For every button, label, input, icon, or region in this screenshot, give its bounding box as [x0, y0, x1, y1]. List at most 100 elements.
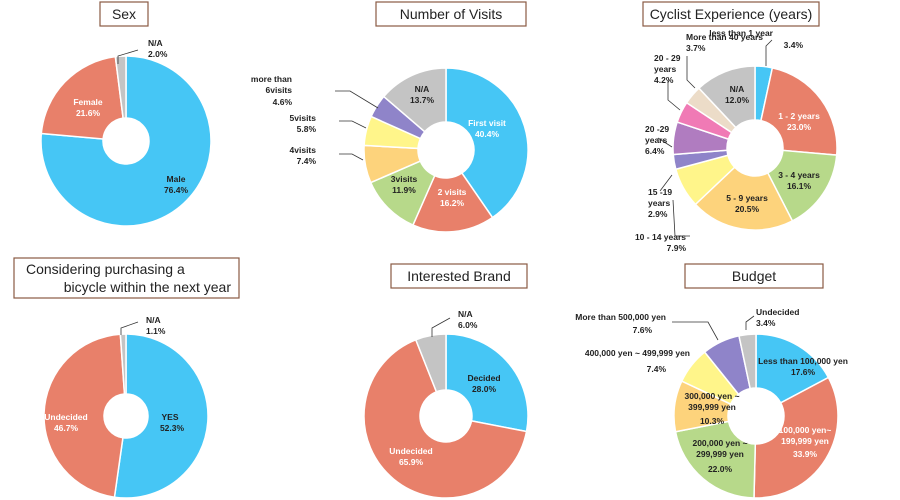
- slice-label: Less than 100,000 yen: [758, 356, 848, 366]
- slice-label: 20 - 29 years: [654, 53, 681, 74]
- slice-label: 100,000 yen~ 199,999 yen: [779, 425, 832, 446]
- slice-value: 16.1%: [787, 181, 812, 191]
- pie-slice: [382, 67, 447, 133]
- slice-value: 28.0%: [472, 384, 497, 394]
- slice-label: More than 500,000 yen: [575, 312, 666, 322]
- leader-line: [117, 49, 139, 64]
- pie-slice: [753, 376, 839, 499]
- slice-label: 1 - 2 years: [778, 111, 820, 121]
- slice-value: 7.4%: [297, 156, 317, 166]
- slice-label: Undecided: [389, 446, 432, 456]
- slice-label: less than 1 year: [709, 28, 773, 38]
- chart-title-box: [375, 1, 527, 27]
- slice-label: 3visits: [391, 174, 418, 184]
- chart-title-box: [390, 263, 528, 289]
- slice-label: 300,000 yen ~399,999 yen: [684, 391, 739, 412]
- chart-title: Number of Visits: [400, 6, 502, 22]
- chart-title-box: [684, 263, 824, 289]
- leader-line: [765, 39, 773, 66]
- slice-label: N/A: [146, 315, 161, 325]
- chart-title-box: [13, 257, 240, 299]
- slice-label: Undecided: [44, 412, 87, 422]
- slice-label: Male: [167, 174, 186, 184]
- leader-line: [672, 321, 719, 341]
- chart-title: Sex: [112, 6, 136, 22]
- pie-chart-3: Cyclist Experience (years) less than 1 ye…: [635, 1, 838, 253]
- chart-title: Budget: [732, 268, 776, 284]
- slice-label: N/A: [415, 84, 430, 94]
- slice-value: 46.7%: [54, 423, 79, 433]
- slice-value: 22.0%: [708, 464, 733, 474]
- leader-line: [686, 56, 696, 89]
- pie-slice: [738, 333, 757, 390]
- slice-value: 2.9%: [648, 209, 668, 219]
- slice-label: Female: [73, 97, 103, 107]
- slice-value: 5.8%: [297, 124, 317, 134]
- leader-line: [339, 120, 367, 129]
- slice-value: 12.0%: [725, 95, 750, 105]
- pie-slice: [755, 333, 830, 404]
- slice-value: 7.6%: [633, 325, 653, 335]
- slice-label: 2 visits: [438, 187, 467, 197]
- leader-line: [335, 90, 379, 109]
- slice-value: 23.0%: [787, 122, 812, 132]
- slice-label: N/A: [148, 38, 163, 48]
- chart-title-box: [642, 1, 820, 27]
- pie-slice: [445, 333, 529, 433]
- slice-label: 400,000 yen ~ 499,999 yen: [585, 348, 690, 358]
- leader-line: [667, 80, 681, 111]
- slice-label: 5 - 9 years: [726, 193, 768, 203]
- pie-slice: [113, 333, 209, 499]
- slice-value: 20.5%: [735, 204, 760, 214]
- slice-value: 1.1%: [146, 326, 166, 336]
- slice-value: 76.4%: [164, 185, 189, 195]
- leader-line: [659, 174, 673, 192]
- pie-slice: [697, 65, 756, 129]
- pie-slice: [114, 55, 127, 120]
- slice-value: 17.6%: [791, 367, 816, 377]
- slice-label: More than 40 years: [686, 32, 763, 42]
- slice-value: 7.9%: [667, 243, 687, 253]
- pie-slice: [40, 55, 212, 227]
- pie-slice: [411, 172, 494, 233]
- chart-title-line-2: bicycle within the next year: [64, 279, 232, 295]
- chart-title-line-1: Considering purchasing a: [26, 261, 185, 277]
- chart-title: Cyclist Experience (years): [650, 6, 813, 22]
- slice-label: First visit: [468, 118, 506, 128]
- slice-label: YES: [161, 412, 178, 422]
- slice-value: 3.4%: [784, 40, 804, 50]
- pie-slice: [363, 338, 528, 499]
- slice-label: Undecided: [756, 307, 799, 317]
- leader-line: [120, 321, 139, 335]
- slice-value: 7.4%: [647, 364, 667, 374]
- slice-value: 13.7%: [410, 95, 435, 105]
- slice-label: N/A: [458, 309, 473, 319]
- slice-label: 200,000 yen ~299,999 yen: [692, 438, 747, 459]
- slice-value: 65.9%: [399, 457, 424, 467]
- pie-slice: [694, 166, 794, 231]
- pie-chart-4: Considering purchasing a bicycle within t…: [13, 257, 240, 499]
- slice-value: 21.6%: [76, 108, 101, 118]
- slice-value: 4.2%: [654, 75, 674, 85]
- slice-value: 6.4%: [645, 146, 665, 156]
- slice-value: 3.7%: [686, 43, 706, 53]
- slice-value: 11.9%: [392, 185, 416, 195]
- slice-label: 10 - 14 years: [635, 232, 686, 242]
- slice-label: 3 - 4 years: [778, 170, 820, 180]
- slice-label: 20 -29 years: [645, 124, 669, 145]
- pie-slice: [674, 420, 757, 499]
- pie-slice: [40, 55, 124, 140]
- leader-line: [431, 317, 451, 337]
- chart-title: Interested Brand: [407, 268, 511, 284]
- leader-line: [339, 153, 364, 161]
- chart-title-box: [99, 1, 149, 27]
- pie-slice: [760, 66, 838, 156]
- slice-value: 33.9%: [793, 449, 818, 459]
- leader-line: [657, 137, 673, 148]
- pie-slice: [414, 333, 447, 393]
